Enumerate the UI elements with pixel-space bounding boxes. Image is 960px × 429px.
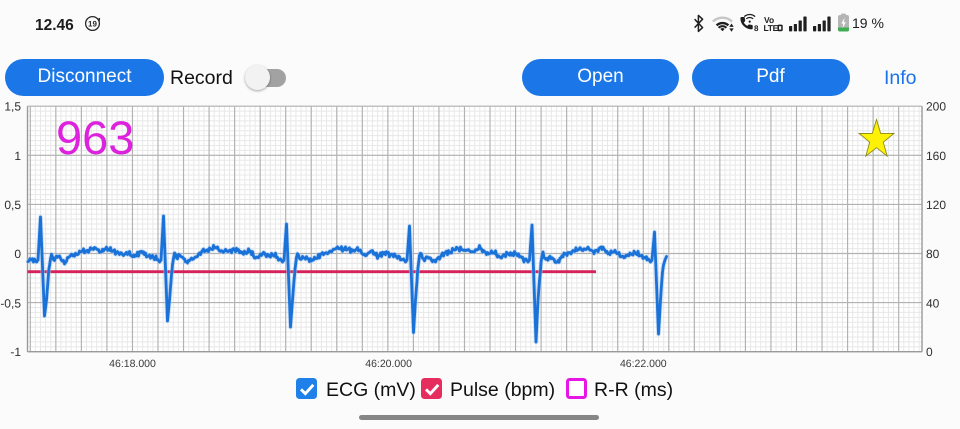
svg-text:40: 40 [926, 296, 940, 310]
svg-text:-0,5: -0,5 [0, 296, 21, 310]
svg-text:LTE: LTE [764, 23, 779, 33]
svg-text:8: 8 [754, 24, 759, 33]
svg-text:46:20.000: 46:20.000 [365, 358, 412, 370]
svg-text:-1: -1 [10, 345, 21, 359]
svg-text:1,5: 1,5 [4, 100, 21, 114]
svg-text:46:22.000: 46:22.000 [620, 358, 667, 370]
svg-text:Vo: Vo [764, 15, 774, 25]
svg-text:1: 1 [14, 149, 21, 163]
svg-text:200: 200 [926, 100, 946, 114]
svg-text:19: 19 [88, 19, 97, 28]
svg-text:46:18.000: 46:18.000 [109, 358, 156, 370]
svg-text:0: 0 [14, 247, 21, 261]
svg-text:160: 160 [926, 149, 946, 163]
svg-text:0: 0 [926, 345, 933, 359]
svg-text:963: 963 [56, 111, 134, 164]
svg-text:120: 120 [926, 198, 946, 212]
svg-text:80: 80 [926, 247, 940, 261]
svg-text:0,5: 0,5 [4, 198, 21, 212]
